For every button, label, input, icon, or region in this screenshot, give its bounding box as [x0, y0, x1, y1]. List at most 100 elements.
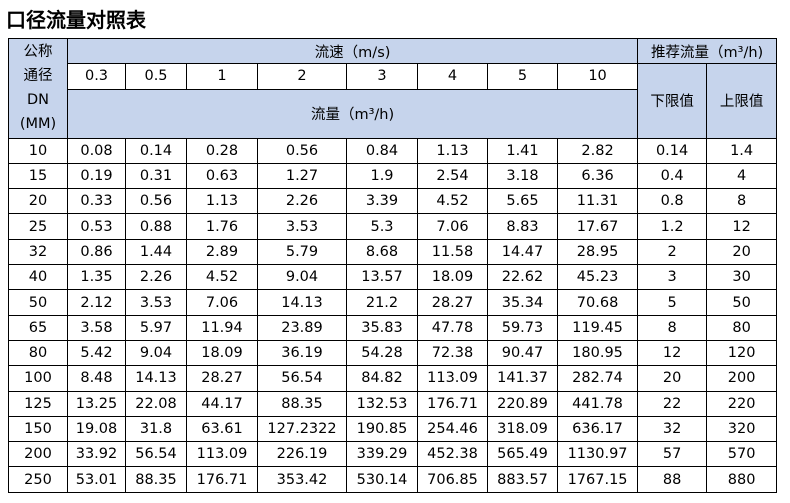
value-cell: 13.25 [67, 390, 126, 417]
value-cell: 23.89 [257, 314, 347, 341]
speed-row: 0.3 0.5 1 2 3 4 5 10 下限值 上限值 [9, 63, 778, 139]
value-cell: 0.63 [186, 162, 258, 190]
value-cell: 120 [706, 339, 778, 367]
value-cell: 20 [706, 238, 778, 266]
value-cell: 0.08 [67, 137, 126, 164]
value-cell: 14.47 [487, 238, 558, 266]
value-cell: 2.26 [257, 188, 347, 215]
speed-cell: 4 [417, 63, 488, 90]
value-cell: 530.14 [346, 466, 418, 493]
data-row: 150 19.08 31.8 63.61 127.2322 190.85 254.46 318… [8, 415, 778, 443]
value-cell: 12 [706, 213, 778, 240]
value-cell: 11.58 [417, 238, 488, 266]
dn-cell: 40 [8, 264, 68, 291]
data-row: 65 3.58 5.97 11.94 23.89 35.83 47.78 59.73 119.4… [8, 314, 778, 341]
value-cell: 1.27 [257, 162, 347, 190]
speed-cell: 0.3 [67, 63, 126, 90]
value-cell: 72.38 [417, 339, 488, 367]
value-cell: 318.09 [487, 415, 558, 443]
value-cell: 7.06 [417, 213, 488, 240]
value-cell: 180.95 [556, 339, 639, 367]
data-row: 250 53.01 88.35 176.71 353.42 530.14 706.85 883… [8, 466, 778, 493]
speed-header: 流速（m/s) [66, 37, 639, 65]
value-cell: 0.31 [125, 162, 187, 190]
value-cell: 8 [706, 188, 778, 215]
data-row: 32 0.86 1.44 2.89 5.79 8.68 11.58 14.47 28.95 2 20 [8, 238, 778, 266]
data-row: 10 0.08 0.14 0.28 0.56 0.84 1.13 1.41 2.82 0.14 1.… [8, 137, 778, 164]
value-cell: 12 [637, 339, 708, 367]
value-cell: 320 [706, 415, 778, 443]
value-cell: 5 [637, 289, 708, 316]
value-cell: 353.42 [257, 466, 347, 493]
value-cell: 45.23 [556, 264, 639, 291]
value-cell: 30 [706, 264, 778, 291]
value-cell: 4.52 [417, 188, 488, 215]
value-cell: 5.3 [346, 213, 418, 240]
value-cell: 18.09 [417, 264, 488, 291]
dn-cell: 200 [8, 441, 68, 468]
value-cell: 441.78 [556, 390, 639, 417]
value-cell: 1767.15 [556, 466, 639, 493]
header-row: 公称 通径 DN (MM) 流速（m/s) 推荐流量（m³/h) [8, 37, 778, 139]
value-cell: 22 [637, 390, 708, 417]
value-cell: 3.53 [257, 213, 347, 240]
dn-cell: 50 [8, 289, 68, 316]
table-body: 公称 通径 DN (MM) 流速（m/s) 推荐流量（m³/h) 0.3 0.5 1… [8, 37, 778, 493]
value-cell: 883.57 [487, 466, 558, 493]
speed-cell: 2 [257, 63, 347, 90]
value-cell: 1.13 [186, 188, 258, 215]
speed-cell: 1 [186, 63, 258, 90]
value-cell: 9.04 [125, 339, 187, 367]
value-cell: 119.45 [556, 314, 639, 341]
value-cell: 132.53 [346, 390, 418, 417]
dn-cell: 15 [8, 162, 68, 190]
dn-cell: 65 [8, 314, 68, 341]
lower-header: 下限值 [637, 63, 708, 139]
value-cell: 7.06 [186, 289, 258, 316]
value-cell: 17.67 [556, 213, 639, 240]
value-cell: 22.08 [125, 390, 187, 417]
value-cell: 1.35 [67, 264, 126, 291]
value-cell: 3.53 [125, 289, 187, 316]
value-cell: 44.17 [186, 390, 258, 417]
value-cell: 190.85 [346, 415, 418, 443]
value-cell: 20 [637, 365, 708, 392]
value-cell: 0.56 [125, 188, 187, 215]
value-cell: 18.09 [186, 339, 258, 367]
value-cell: 36.19 [257, 339, 347, 367]
value-cell: 0.33 [67, 188, 126, 215]
value-cell: 8.83 [487, 213, 558, 240]
value-cell: 5.79 [257, 238, 347, 266]
value-cell: 35.83 [346, 314, 418, 341]
value-cell: 88 [637, 466, 708, 493]
value-cell: 0.56 [257, 137, 347, 164]
value-cell: 0.4 [637, 162, 708, 190]
dn-cell: 32 [8, 238, 68, 266]
value-cell: 8.68 [346, 238, 418, 266]
value-cell: 176.71 [186, 466, 258, 493]
value-cell: 6.36 [556, 162, 639, 190]
value-cell: 8 [637, 314, 708, 341]
data-row: 20 0.33 0.56 1.13 2.26 3.39 4.52 5.65 11.31 0.8 8 [8, 188, 778, 215]
value-cell: 56.54 [125, 441, 187, 468]
value-cell: 47.78 [417, 314, 488, 341]
value-cell: 254.46 [417, 415, 488, 443]
flow-header-row: 流量（m³/h) [9, 88, 777, 139]
value-cell: 28.27 [186, 365, 258, 392]
title: 口径流量对照表 [6, 8, 146, 32]
dn-cell: 25 [8, 213, 68, 240]
value-cell: 56.54 [257, 365, 347, 392]
data-row: 40 1.35 2.26 4.52 9.04 13.57 18.09 22.62 45.23 3 3… [8, 264, 778, 291]
upper-header: 上限值 [706, 63, 778, 139]
value-cell: 3.39 [346, 188, 418, 215]
value-cell: 2.12 [67, 289, 126, 316]
speed-cell: 3 [346, 63, 418, 90]
dn-cell: 20 [8, 188, 68, 215]
value-cell: 220 [706, 390, 778, 417]
value-cell: 13.57 [346, 264, 418, 291]
data-row: 100 8.48 14.13 28.27 56.54 84.82 113.09 141.37 2… [8, 365, 778, 392]
value-cell: 11.94 [186, 314, 258, 341]
speed-cell: 10 [556, 63, 639, 90]
dn-cell: 80 [8, 339, 68, 367]
